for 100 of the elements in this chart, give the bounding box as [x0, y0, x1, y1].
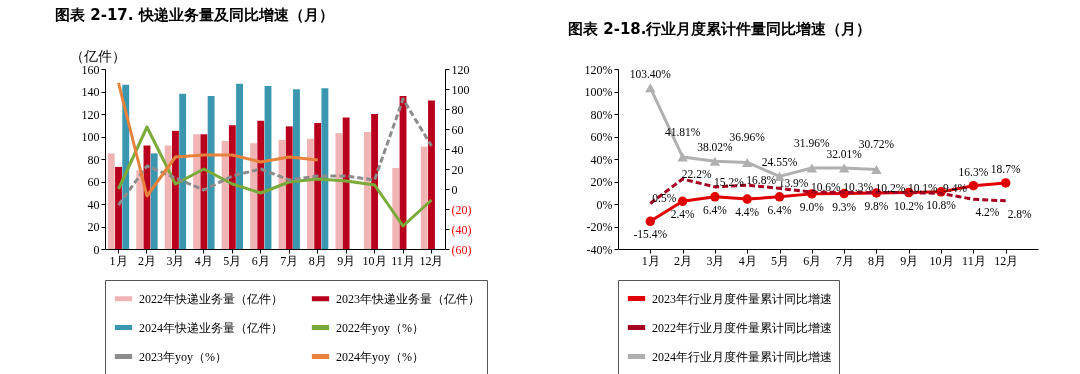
y-tick-label: 120%	[584, 62, 613, 77]
y-tick-label: 60%	[590, 130, 613, 144]
bar	[150, 153, 158, 249]
bar	[314, 123, 322, 249]
data-label: 36.96%	[729, 131, 766, 144]
bar	[136, 170, 144, 249]
bar	[293, 89, 300, 249]
x-tick-label: 7月	[280, 253, 299, 268]
data-label: 6.4%	[767, 203, 792, 216]
x-tick-label: 1月	[109, 253, 128, 268]
x-tick-label: 4月	[738, 253, 757, 268]
legend-label: 2022年yoy（%）	[336, 320, 424, 335]
bar	[250, 143, 257, 249]
y-tick-label: 120	[81, 107, 100, 122]
legend-label: 2024年行业月度件量累计同比增速	[652, 349, 832, 364]
data-label: 9.4%	[943, 182, 968, 195]
x-tick-label: 10月	[362, 253, 387, 268]
bar	[335, 133, 343, 249]
point	[1000, 178, 1011, 188]
y-tick-label: 140	[81, 85, 100, 99]
y2-tick-label: 0	[451, 182, 458, 197]
legend-label: 2023年行业月度件量累计同比增速	[652, 291, 832, 306]
point	[710, 192, 720, 202]
point	[838, 163, 850, 173]
bar	[285, 126, 293, 249]
data-label: 13.9%	[778, 177, 809, 190]
x-tick-label: 2月	[137, 253, 156, 268]
data-label: 10.1%	[907, 181, 939, 194]
x-tick-label: 8月	[308, 253, 327, 268]
legend-label: 2022年行业月度件量累计同比增速	[652, 320, 832, 335]
x-tick-label: 12月	[419, 253, 444, 268]
point	[968, 180, 979, 191]
bar	[193, 134, 201, 249]
data-label: 9.3%	[832, 200, 857, 213]
y-tick-label: 0%	[596, 197, 613, 212]
y-tick-label: 80%	[590, 107, 613, 122]
data-label: 10.8%	[926, 198, 957, 211]
x-tick-label: 11月	[391, 253, 415, 268]
x-tick-label: 1月	[641, 253, 660, 268]
data-label: 16.8%	[746, 174, 777, 187]
bar	[363, 132, 371, 249]
data-label: 103.40%	[629, 67, 672, 80]
x-tick-label: 6月	[251, 253, 270, 268]
point	[677, 196, 688, 207]
bar	[171, 130, 179, 249]
x-tick-label: 4月	[194, 253, 213, 268]
bar	[420, 146, 428, 249]
bar	[207, 96, 215, 249]
y-tick-label: -40%	[586, 242, 613, 257]
legend-label: 2022年快递业务量（亿件）	[139, 291, 283, 306]
point	[741, 157, 753, 167]
y-tick-label: 20	[87, 220, 100, 234]
data-label: 10.3%	[843, 181, 874, 194]
x-tick-label: 3月	[166, 253, 185, 268]
y-tick-label: 100	[81, 130, 100, 144]
bar	[392, 168, 400, 249]
x-tick-label: 10月	[929, 253, 954, 268]
data-label: 10.2%	[875, 181, 906, 194]
y-tick-label: 160	[81, 62, 100, 77]
data-label: 16.3%	[958, 165, 989, 178]
y-tick-label: 100%	[584, 85, 613, 99]
point	[709, 156, 721, 166]
data-label: 6.4%	[702, 203, 728, 216]
y2-tick-label: 80	[451, 102, 464, 117]
y-tick-label: 40%	[590, 152, 613, 167]
data-label: 31.96%	[794, 137, 830, 150]
bar	[228, 125, 236, 249]
data-label: 9.8%	[864, 199, 889, 212]
point	[645, 83, 656, 93]
x-tick-label: 8月	[867, 253, 886, 268]
legend-label: 2023年快递业务量（亿件）	[336, 291, 480, 306]
y2-tick-label: (40)	[451, 222, 472, 237]
y-tick-label: 60	[87, 175, 100, 189]
y2-tick-label: (20)	[451, 202, 472, 217]
legend-label: 2023年yoy（%）	[139, 349, 227, 364]
bar	[179, 93, 187, 249]
bar	[307, 138, 314, 249]
bar	[342, 117, 350, 249]
x-tick-label: 12月	[994, 253, 1019, 268]
data-label: 18.7%	[990, 162, 1021, 175]
data-label: 4.4%	[735, 206, 760, 219]
y2-tick-label: 60	[451, 122, 464, 137]
point	[774, 192, 785, 202]
bar	[257, 120, 265, 249]
y2-tick-label: 40	[451, 142, 464, 157]
legend-label: 2024年yoy（%）	[336, 349, 424, 364]
x-tick-label: 5月	[771, 253, 790, 268]
x-tick-label: 6月	[803, 253, 822, 268]
data-label: 38.02%	[697, 141, 734, 154]
legend-label: 2024年快递业务量（亿件）	[139, 320, 283, 335]
x-tick-label: 3月	[706, 253, 725, 268]
y-tick-label: 40	[87, 197, 100, 212]
data-label: 24.55%	[761, 156, 798, 169]
point	[645, 216, 656, 227]
bar	[221, 141, 229, 249]
bar	[236, 83, 243, 249]
point	[871, 164, 882, 174]
y-tick-label: 20%	[590, 175, 613, 189]
y2-tick-label: 100	[451, 82, 470, 97]
bar	[428, 100, 435, 249]
